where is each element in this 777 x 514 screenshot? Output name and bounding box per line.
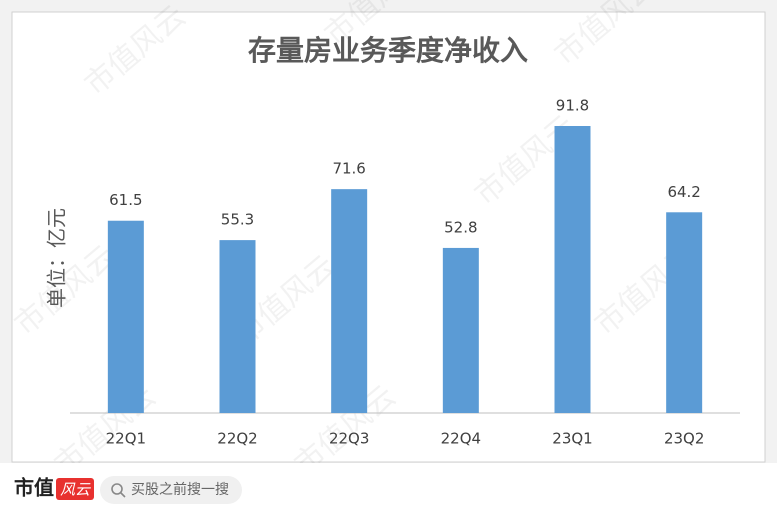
search-icon [111, 483, 123, 495]
bar [219, 240, 256, 413]
x-tick-label: 22Q4 [441, 430, 481, 448]
data-label: 64.2 [667, 183, 700, 201]
brand-mark: 风云 [60, 481, 91, 499]
data-label: 71.6 [332, 160, 365, 178]
x-tick-label: 23Q2 [664, 430, 704, 448]
data-label: 52.8 [444, 218, 477, 236]
search-text: 买股之前搜一搜 [131, 481, 229, 498]
x-tick-label: 22Q1 [106, 430, 146, 448]
search-box[interactable] [100, 476, 242, 504]
bar [107, 220, 144, 413]
data-label: 61.5 [109, 191, 142, 209]
x-tick-label: 23Q1 [552, 430, 592, 448]
bar [331, 189, 368, 413]
bar [554, 126, 591, 413]
data-label: 91.8 [556, 97, 589, 115]
x-tick-label: 22Q3 [329, 430, 369, 448]
brand: 市值 [14, 476, 54, 500]
brand-mark-box [56, 478, 94, 500]
data-label: 55.3 [221, 211, 254, 229]
y-axis-label: 单位：亿元 [45, 208, 69, 308]
bar [442, 247, 479, 413]
chart-title: 存量房业务季度净收入 [248, 34, 528, 67]
bar [666, 212, 703, 413]
x-tick-label: 22Q2 [217, 430, 257, 448]
search-icon-handle [120, 492, 126, 498]
